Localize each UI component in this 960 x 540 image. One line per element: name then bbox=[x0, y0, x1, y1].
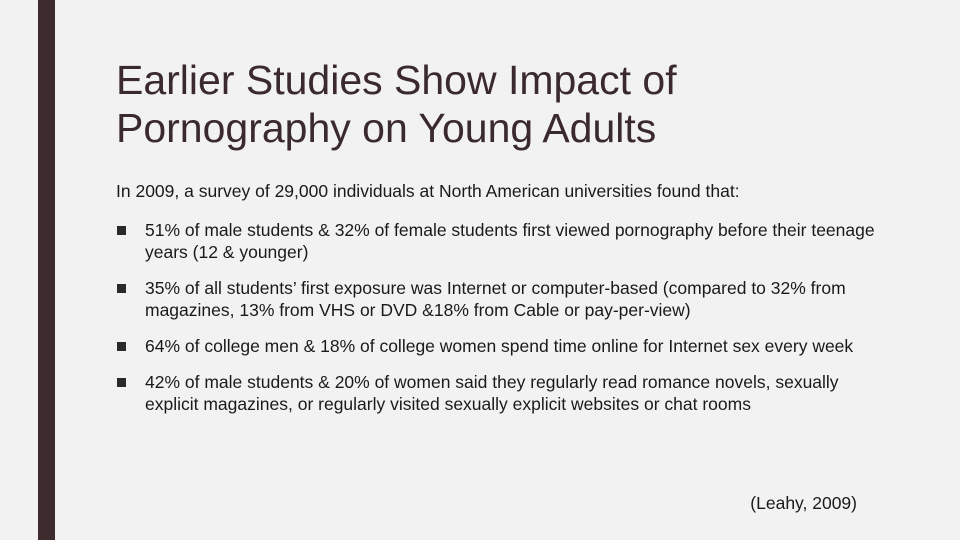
citation: (Leahy, 2009) bbox=[750, 493, 857, 513]
bullet-text: 64% of college men & 18% of college wome… bbox=[145, 336, 854, 356]
bullet-item: 35% of all students’ first exposure was … bbox=[116, 277, 876, 321]
square-bullet-icon bbox=[117, 378, 126, 387]
title-line-2: Pornography on Young Adults bbox=[116, 105, 657, 151]
square-bullet-icon bbox=[117, 226, 126, 235]
bullet-item: 51% of male students & 32% of female stu… bbox=[116, 219, 876, 263]
intro-text: In 2009, a survey of 29,000 individuals … bbox=[116, 181, 740, 201]
title-line-1: Earlier Studies Show Impact of bbox=[116, 57, 677, 103]
bullet-item: 64% of college men & 18% of college wome… bbox=[116, 335, 876, 357]
bullet-text: 42% of male students & 20% of women said… bbox=[145, 372, 839, 414]
square-bullet-icon bbox=[117, 284, 126, 293]
bullet-item: 42% of male students & 20% of women said… bbox=[116, 371, 876, 415]
bullet-text: 51% of male students & 32% of female stu… bbox=[145, 220, 875, 262]
square-bullet-icon bbox=[117, 342, 126, 351]
slide-title: Earlier Studies Show Impact of Pornograp… bbox=[116, 56, 876, 152]
bullet-list: 51% of male students & 32% of female stu… bbox=[116, 219, 876, 415]
accent-bar bbox=[38, 0, 55, 540]
bullet-text: 35% of all students’ first exposure was … bbox=[145, 278, 846, 320]
